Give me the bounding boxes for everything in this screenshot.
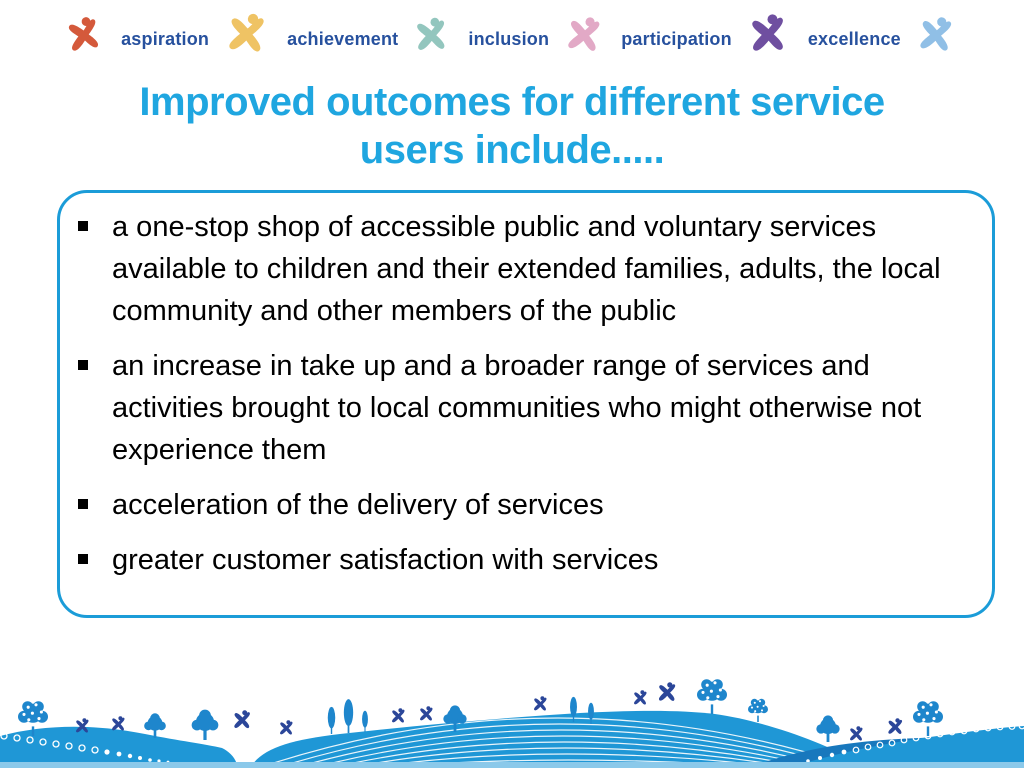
bullet-marker xyxy=(78,221,88,231)
bullet-text: a one-stop shop of accessible public and… xyxy=(112,211,941,327)
fruit-tree-icon xyxy=(913,701,943,736)
slide-title-line-1: Improved outcomes for different service xyxy=(139,80,885,124)
fruit-tree-icon xyxy=(697,679,727,714)
bullet-text: acceleration of the delivery of services xyxy=(112,489,604,521)
dotted-trail-right xyxy=(852,722,1024,754)
person-icon xyxy=(534,696,547,711)
person-icon xyxy=(888,718,903,734)
person-icon xyxy=(234,710,250,729)
right-hill xyxy=(788,726,1024,768)
bullet-item: greater customer satisfaction with servi… xyxy=(76,539,966,581)
value-label-participation: participation xyxy=(621,28,732,49)
bullet-item: an increase in take up and a broader ran… xyxy=(76,345,966,471)
dotted-trail-left xyxy=(0,732,99,754)
bullet-marker xyxy=(78,499,88,509)
person-icon xyxy=(112,716,125,731)
hill-contour-lines xyxy=(257,717,859,768)
excellence-person-icon xyxy=(745,12,795,66)
poplar-tree-icon xyxy=(362,710,368,732)
dotted-trail-right-solid xyxy=(794,749,847,766)
person-icon xyxy=(634,690,647,705)
round-tree-icon xyxy=(144,713,166,738)
value-label-inclusion: inclusion xyxy=(468,28,550,49)
participation-person-icon xyxy=(562,15,608,64)
poplar-tree-icon xyxy=(343,699,354,733)
poplar-tree-icon xyxy=(327,706,336,734)
bullet-text: greater customer satisfaction with servi… xyxy=(112,544,659,576)
person-icon xyxy=(850,726,863,741)
trailing-person-icon xyxy=(914,15,960,64)
aspiration-person-icon xyxy=(64,16,108,62)
bullet-marker xyxy=(78,360,88,370)
value-label-excellence: excellence xyxy=(807,28,901,49)
value-label-aspiration: aspiration xyxy=(121,28,210,49)
achievement-person-icon xyxy=(222,11,274,67)
person-icon xyxy=(420,706,433,721)
left-hill xyxy=(0,726,238,768)
person-icon xyxy=(392,708,405,723)
footer-landscape-illustration xyxy=(0,679,1024,768)
round-tree-icon xyxy=(191,709,219,740)
bullet-text: an increase in take up and a broader ran… xyxy=(112,350,922,466)
inclusion-person-icon xyxy=(411,16,455,63)
content-box: a one-stop shop of accessible public and… xyxy=(57,190,995,618)
fruit-tree-icon xyxy=(748,698,768,722)
bottom-strip xyxy=(0,762,1024,768)
value-label-achievement: achievement xyxy=(287,28,399,49)
slide-title-line-2: users include..... xyxy=(359,128,665,172)
bullet-item: a one-stop shop of accessible public and… xyxy=(76,206,966,332)
person-icon xyxy=(280,720,293,735)
round-tree-icon xyxy=(816,715,840,742)
slide-title: Improved outcomes for different service … xyxy=(0,78,1024,174)
values-banner: aspiration achievement inclusion partici… xyxy=(0,6,1024,72)
person-icon xyxy=(658,682,676,701)
bullet-item: acceleration of the delivery of services xyxy=(76,484,966,526)
bullet-marker xyxy=(78,554,88,564)
